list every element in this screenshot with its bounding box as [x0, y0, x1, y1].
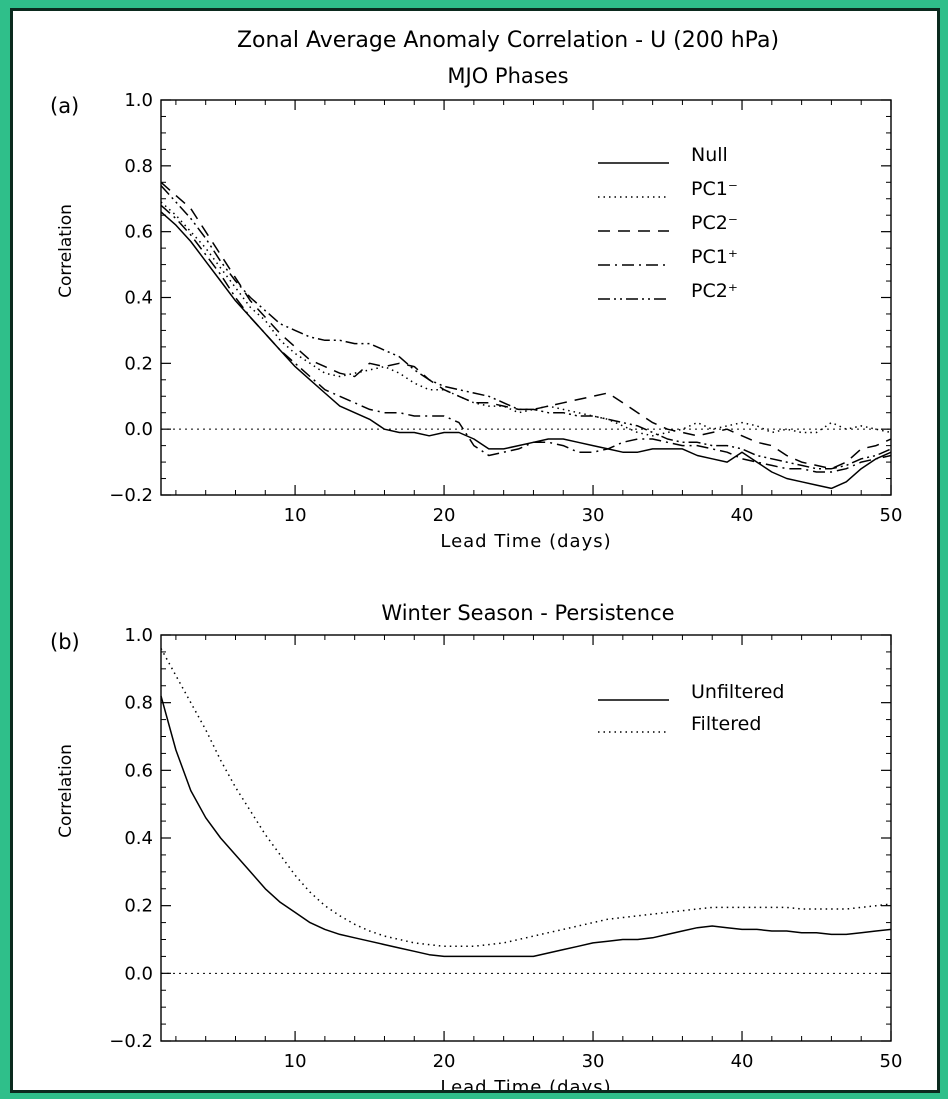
panel-a-series-pc2-plus: [160, 185, 892, 470]
panel-a-x-tick-label: 40: [731, 505, 754, 526]
panel-a-legend-label: PC1⁻: [691, 178, 738, 200]
panel-b-y-tick-label: 1.0: [124, 625, 153, 646]
panel-a-series-null: [160, 211, 892, 490]
panel-b-x-tick-label: 50: [880, 1051, 903, 1072]
panel-a-series-pc1-plus: [160, 204, 892, 473]
panel-b-y-tick-label: 0.0: [124, 963, 153, 984]
panel-b-y-tick-label: −0.2: [109, 1031, 153, 1052]
panel-b-series-filtered: [160, 648, 892, 948]
panel-b-label: (b): [50, 630, 80, 654]
panel-a-legend-label: PC2⁻: [691, 212, 738, 234]
panel-a-y-axis-label: Correlation: [56, 204, 76, 298]
panel-b-x-axis-label: Lead Time (days): [440, 1077, 611, 1090]
panel-a-legend-label: PC2⁺: [691, 280, 738, 302]
panel-a-x-tick-label: 50: [880, 505, 903, 526]
panel-b-x-tick-label: 20: [433, 1051, 456, 1072]
panel-b-y-tick-label: 0.2: [124, 896, 153, 917]
panel-a-x-tick-label: 20: [433, 505, 456, 526]
panel-a-y-tick-label: 0.8: [124, 156, 153, 177]
panel-b-y-tick-label: 0.4: [124, 828, 153, 849]
panel-a-y-tick-label: −0.2: [109, 485, 153, 506]
panel-a-legend-label: PC1⁺: [691, 246, 738, 268]
panel-a-series-pc1-minus: [160, 201, 892, 437]
panel-b-x-tick-label: 30: [582, 1051, 605, 1072]
panel-b-y-tick-label: 0.8: [124, 693, 153, 714]
panel-a-y-tick-label: 1.0: [124, 90, 153, 111]
panel-b-legend-label: Filtered: [691, 713, 761, 735]
panel-b-y-tick-label: 0.6: [124, 760, 153, 781]
panel-b-title: Winter Season - Persistence: [381, 601, 674, 625]
panel-a-x-tick-label: 30: [582, 505, 605, 526]
panel-b-x-tick-label: 40: [731, 1051, 754, 1072]
panel-a-legend-label: Null: [691, 144, 728, 166]
panel-b-legend-label: Unfiltered: [691, 681, 784, 703]
panel-a-axes-frame: [160, 99, 892, 496]
panel-a-x-tick-label: 10: [284, 505, 307, 526]
panel-b-series-unfiltered: [160, 695, 892, 958]
panel-a-plot: 10 20 30 40 50 −0.2 0.0 0.2 0.4 0.6 0.8 1.0 Lead Tim…: [56, 90, 902, 552]
panel-a-y-tick-label: 0.0: [124, 419, 153, 440]
panel-a-y-tick-label: 0.4: [124, 288, 153, 309]
panel-b-x-tick-label: 10: [284, 1051, 307, 1072]
panel-a-title: MJO Phases: [447, 64, 568, 88]
main-title: Zonal Average Anomaly Correlation - U (2…: [237, 28, 779, 53]
panel-a-y-tick-label: 0.6: [124, 222, 153, 243]
figure-canvas: Zonal Average Anomaly Correlation - U (2…: [50, 28, 902, 1090]
panel-a-series-pc2-minus: [160, 181, 892, 470]
figure-frame: Zonal Average Anomaly Correlation - U (2…: [10, 8, 940, 1093]
panel-b-plot: 10 20 30 40 50 −0.2 0.0 0.2 0.4 0.6 0.8 1.0 Lead Tim…: [56, 625, 902, 1090]
panel-a-y-tick-label: 0.2: [124, 353, 153, 374]
panel-b-y-axis-label: Correlation: [56, 744, 76, 838]
panel-a-x-axis-label: Lead Time (days): [440, 531, 611, 552]
panel-a-label: (a): [50, 94, 79, 118]
